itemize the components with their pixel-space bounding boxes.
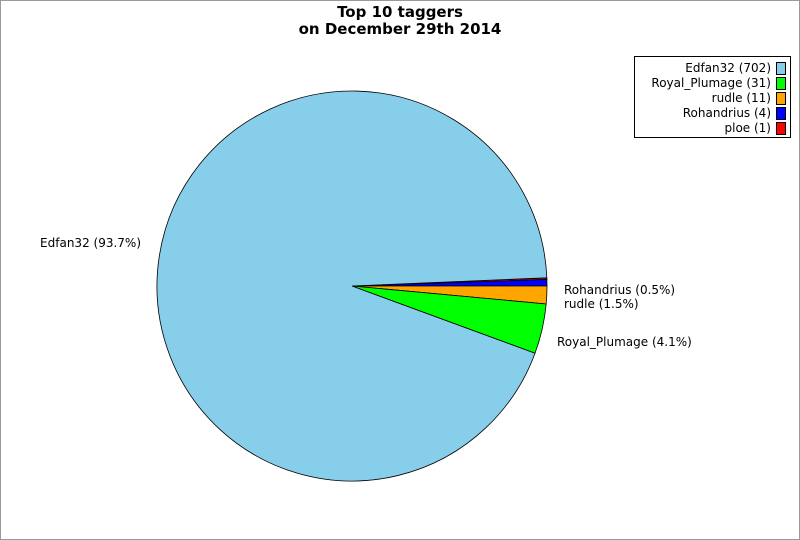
slice-label-edfan32: Edfan32 (93.7%): [40, 236, 141, 250]
legend-label: ploe (1): [724, 121, 772, 135]
legend: Edfan32 (702) Royal_Plumage (31) rudle (11…: [634, 56, 791, 138]
slice-label-rohandrius: Rohandrius (0.5%): [564, 283, 675, 297]
legend-item-rohandrius: Rohandrius (4): [683, 106, 790, 121]
legend-swatch: [776, 62, 786, 75]
pie-slice-edfan32: [156, 90, 548, 482]
legend-swatch: [776, 122, 786, 135]
slice-label-rudle: rudle (1.5%): [564, 297, 639, 311]
legend-swatch: [776, 92, 786, 105]
legend-swatch: [776, 107, 786, 120]
legend-label: Royal_Plumage (31): [651, 76, 771, 90]
legend-label: rudle (11): [711, 91, 771, 105]
chart-title-line-1: Top 10 taggers: [337, 3, 463, 21]
legend-label: Edfan32 (702): [685, 61, 771, 75]
chart-title-line-2: on December 29th 2014: [298, 20, 502, 38]
legend-item-royal-plumage: Royal_Plumage (31): [651, 76, 790, 91]
chart-title: Top 10 taggers on December 29th 2014: [1, 4, 799, 38]
legend-item-rudle: rudle (11): [712, 91, 790, 106]
legend-item-ploe: ploe (1): [725, 121, 791, 136]
legend-item-edfan32: Edfan32 (702): [685, 61, 790, 76]
legend-label: Rohandrius (4): [682, 106, 771, 120]
legend-swatch: [776, 77, 786, 90]
slice-label-royal-plumage: Royal_Plumage (4.1%): [557, 335, 692, 349]
